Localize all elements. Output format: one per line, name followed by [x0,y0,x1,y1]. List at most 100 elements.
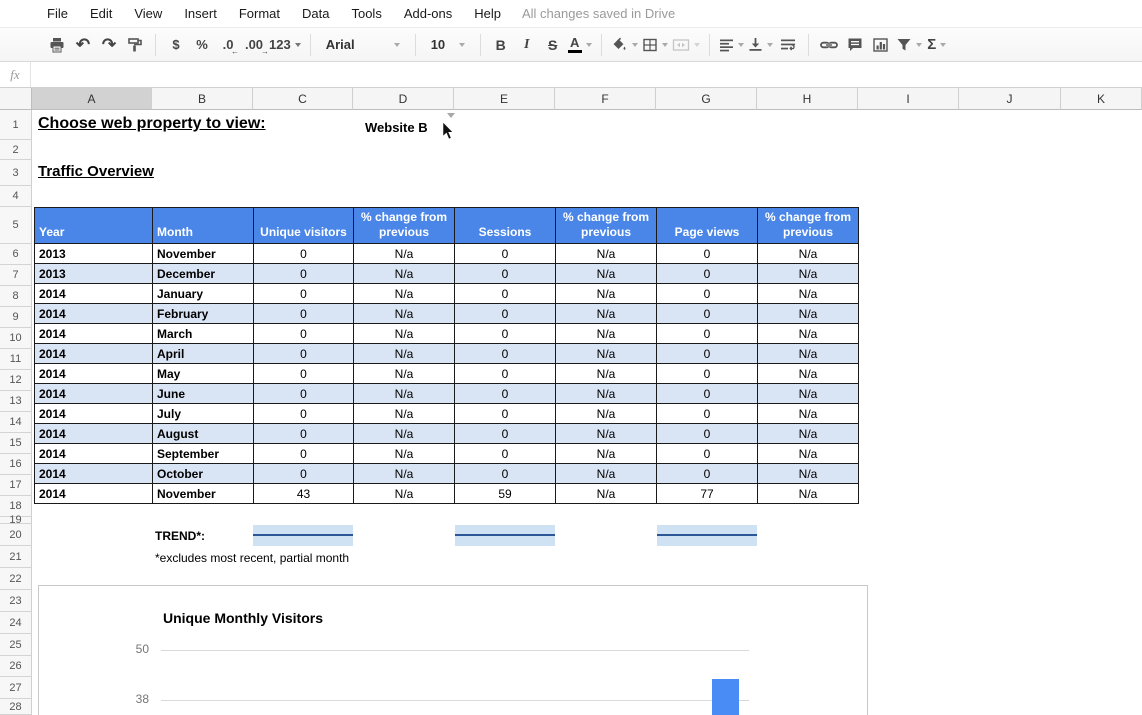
cell[interactable]: 0 [253,463,354,484]
paint-format-icon[interactable] [124,33,146,57]
insert-link-icon[interactable] [818,33,840,57]
row-header-28[interactable]: 28 [0,699,32,715]
table-header-cell[interactable]: % change from previous [353,207,455,244]
cell[interactable]: 2014 [34,403,153,424]
cell[interactable]: August [152,423,254,444]
cell[interactable]: July [152,403,254,424]
column-header-I[interactable]: I [858,88,959,110]
row-header-3[interactable]: 3 [0,160,32,186]
cell[interactable]: March [152,323,254,344]
cell[interactable]: 0 [656,443,758,464]
cell[interactable]: N/a [353,343,455,364]
row-header-19[interactable]: 19 [0,514,32,526]
cell[interactable]: 0 [253,383,354,404]
row-header-4[interactable]: 4 [0,186,32,207]
horizontal-align-icon[interactable] [719,33,744,57]
cell[interactable]: N/a [757,403,859,424]
cell[interactable]: June [152,383,254,404]
cell[interactable]: N/a [555,383,657,404]
cell[interactable]: 0 [454,403,556,424]
cell[interactable]: N/a [555,443,657,464]
cell[interactable]: N/a [353,263,455,284]
cell[interactable]: 0 [454,423,556,444]
cell[interactable]: N/a [757,303,859,324]
cell-property-dropdown-value[interactable]: Website B [365,120,428,135]
cell[interactable]: 0 [454,463,556,484]
cell[interactable]: 0 [253,403,354,424]
column-header-K[interactable]: K [1061,88,1142,110]
print-icon[interactable] [46,33,68,57]
cell[interactable]: May [152,363,254,384]
cell[interactable]: 77 [656,483,758,504]
cell[interactable]: N/a [353,423,455,444]
cell[interactable]: 0 [253,263,354,284]
cell[interactable]: 0 [253,283,354,304]
sparkline-sessions[interactable] [455,525,555,546]
menu-file[interactable]: File [47,6,68,21]
cell[interactable]: January [152,283,254,304]
traffic-table[interactable]: Year Month Unique visitors% change from pr… [34,207,859,504]
column-header-H[interactable]: H [757,88,858,110]
cell[interactable]: 0 [454,283,556,304]
redo-icon[interactable]: ↷ [101,35,117,54]
cell[interactable]: 0 [656,263,758,284]
cell[interactable]: N/a [353,303,455,324]
format-percent-button[interactable]: % [196,37,208,52]
cell-section-title[interactable]: Traffic Overview [38,163,154,180]
strikethrough-button[interactable]: S [548,36,558,53]
cell[interactable]: December [152,263,254,284]
row-header-17[interactable]: 17 [0,475,32,496]
cell[interactable]: N/a [555,283,657,304]
borders-icon[interactable] [642,33,668,57]
column-header-G[interactable]: G [656,88,757,110]
column-header-D[interactable]: D [353,88,454,110]
cell[interactable]: N/a [757,263,859,284]
table-header-cell[interactable]: Year [34,207,153,244]
cell[interactable]: N/a [353,463,455,484]
cell[interactable]: 2013 [34,263,153,284]
cell[interactable]: 0 [454,343,556,364]
cell[interactable]: 0 [454,263,556,284]
cell[interactable]: 43 [253,483,354,504]
cell[interactable]: N/a [555,463,657,484]
cell[interactable]: 2014 [34,343,153,364]
row-header-11[interactable]: 11 [0,349,32,370]
cell[interactable]: N/a [353,383,455,404]
text-color-button[interactable]: A [567,33,592,57]
format-currency-button[interactable]: $ [172,37,180,52]
cell[interactable]: 2014 [34,323,153,344]
cell[interactable]: N/a [757,363,859,384]
cell[interactable]: 0 [454,323,556,344]
column-header-B[interactable]: B [152,88,253,110]
cell[interactable]: N/a [757,483,859,504]
cell[interactable]: N/a [353,243,455,264]
cell-choose-property-label[interactable]: Choose web property to view: [38,115,266,132]
menu-view[interactable]: View [134,6,163,21]
menu-help[interactable]: Help [474,6,501,21]
cell[interactable]: 0 [656,363,758,384]
cell[interactable]: 0 [253,343,354,364]
cell[interactable]: N/a [555,303,657,324]
cell[interactable]: N/a [353,483,455,504]
row-header-16[interactable]: 16 [0,454,32,475]
cell[interactable]: 0 [454,383,556,404]
row-header-13[interactable]: 13 [0,391,32,412]
font-size-select[interactable]: 10 [425,33,471,57]
insert-comment-icon[interactable] [844,33,866,57]
cell[interactable]: N/a [555,483,657,504]
cell-trend-label[interactable]: TREND*: [155,529,205,543]
text-wrap-icon[interactable] [777,33,799,57]
cell[interactable]: N/a [555,323,657,344]
row-header-27[interactable]: 27 [0,677,32,699]
cell[interactable]: 0 [656,283,758,304]
cell[interactable]: N/a [757,463,859,484]
column-header-C[interactable]: C [253,88,353,110]
font-family-select[interactable]: Arial [320,33,406,57]
cell[interactable]: 0 [656,403,758,424]
cell[interactable]: N/a [757,243,859,264]
cell[interactable]: N/a [757,383,859,404]
cell[interactable]: 0 [656,303,758,324]
sparkline-page-views[interactable] [657,525,757,546]
cell[interactable]: 0 [656,383,758,404]
insert-chart-icon[interactable] [870,33,892,57]
